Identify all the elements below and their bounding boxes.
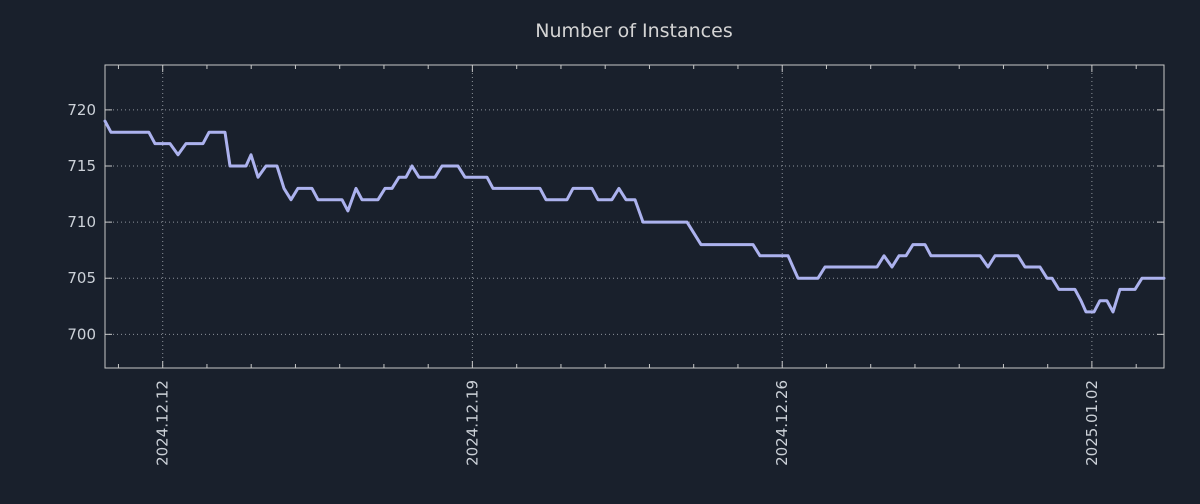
tick-layer: [105, 65, 1164, 368]
x-tick-label: 2024.12.12: [154, 380, 172, 466]
series-layer: [103, 119, 1166, 314]
y-tick-label: 710: [67, 213, 96, 231]
axis-spines: [104, 64, 1165, 369]
y-tick-label: 720: [67, 101, 96, 119]
chart-title: Number of Instances: [535, 20, 732, 42]
y-tick-label: 700: [67, 325, 96, 343]
x-tick-label: 2025.01.02: [1083, 380, 1101, 466]
y-tick-label: 705: [67, 269, 96, 287]
x-tick-label: 2024.12.26: [773, 380, 791, 466]
plot-border: [104, 64, 1165, 369]
grid-layer: [105, 65, 1164, 368]
series-path-instances: [103, 119, 1166, 314]
axis-label-layer: 700 705 710 715 720 2024.12.12 2024.12.19 2024.…: [67, 101, 1101, 466]
x-tick-label: 2024.12.19: [463, 380, 481, 466]
y-tick-label: 715: [67, 157, 96, 175]
